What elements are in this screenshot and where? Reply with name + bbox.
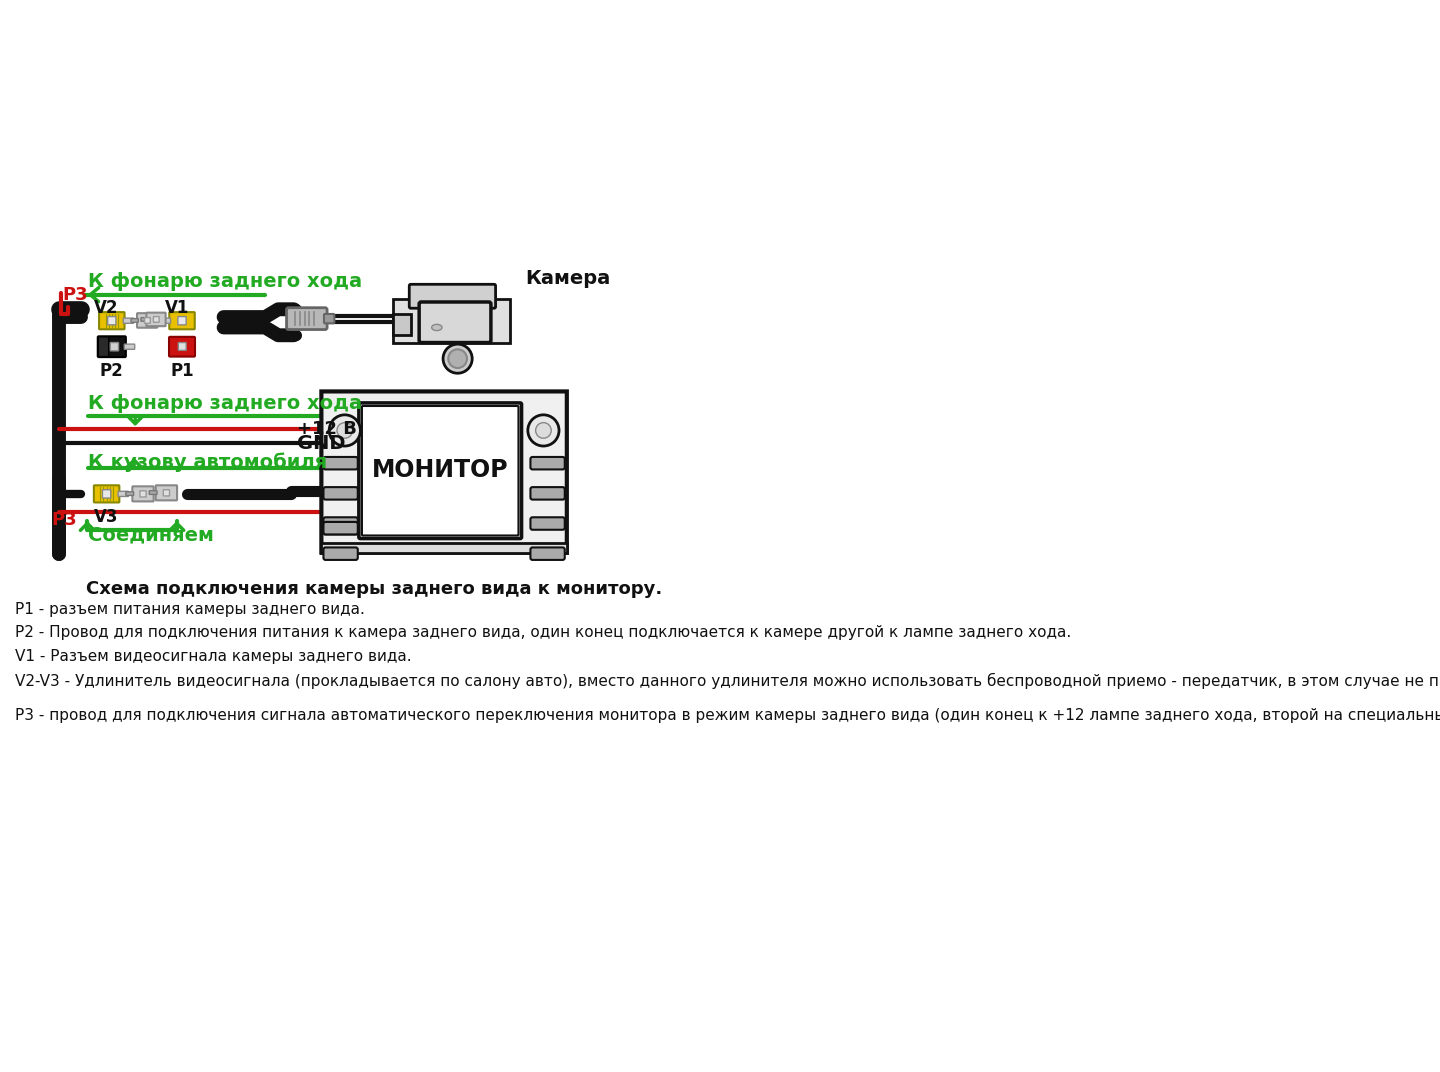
FancyBboxPatch shape [147, 313, 166, 326]
FancyBboxPatch shape [140, 491, 145, 497]
Polygon shape [393, 299, 510, 343]
FancyBboxPatch shape [125, 492, 134, 495]
Ellipse shape [432, 325, 442, 330]
FancyBboxPatch shape [359, 403, 521, 538]
FancyBboxPatch shape [150, 491, 157, 494]
FancyBboxPatch shape [156, 486, 177, 501]
FancyBboxPatch shape [530, 518, 564, 530]
FancyBboxPatch shape [170, 312, 194, 329]
Circle shape [536, 422, 552, 438]
FancyBboxPatch shape [419, 302, 491, 343]
FancyBboxPatch shape [144, 317, 150, 324]
FancyBboxPatch shape [530, 548, 564, 560]
FancyBboxPatch shape [324, 487, 357, 500]
Circle shape [444, 344, 472, 373]
Text: P3: P3 [50, 510, 76, 528]
FancyBboxPatch shape [168, 337, 194, 357]
FancyBboxPatch shape [409, 284, 495, 309]
FancyBboxPatch shape [287, 308, 327, 329]
FancyBboxPatch shape [179, 316, 186, 325]
Text: P1: P1 [170, 362, 194, 381]
FancyBboxPatch shape [324, 518, 357, 530]
FancyBboxPatch shape [102, 490, 111, 498]
Bar [321, 544, 567, 553]
FancyBboxPatch shape [131, 318, 138, 323]
FancyBboxPatch shape [530, 457, 564, 470]
Text: P3: P3 [62, 286, 88, 303]
Text: К фонарю заднего хода: К фонарю заднего хода [88, 393, 363, 413]
Text: V2: V2 [95, 299, 120, 317]
FancyBboxPatch shape [530, 487, 564, 500]
FancyBboxPatch shape [321, 391, 567, 553]
FancyBboxPatch shape [99, 312, 124, 329]
Text: +12 В: +12 В [298, 420, 357, 437]
FancyBboxPatch shape [324, 457, 357, 470]
FancyBboxPatch shape [132, 487, 154, 502]
FancyBboxPatch shape [141, 317, 148, 322]
Text: Схема подключения камеры заднего вида к монитору.: Схема подключения камеры заднего вида к … [86, 580, 662, 598]
Text: GND: GND [298, 434, 346, 453]
Text: Камера: Камера [526, 269, 611, 287]
Text: V1: V1 [164, 299, 189, 317]
FancyBboxPatch shape [324, 522, 357, 535]
FancyBboxPatch shape [163, 490, 170, 496]
FancyBboxPatch shape [324, 548, 357, 560]
Text: К кузову автомобиля: К кузову автомобиля [88, 452, 328, 472]
FancyBboxPatch shape [179, 343, 186, 351]
Text: К фонарю заднего хода: К фонарю заднего хода [88, 272, 363, 291]
Circle shape [528, 415, 559, 446]
Text: Соединяем: Соединяем [88, 525, 215, 545]
FancyBboxPatch shape [98, 337, 125, 357]
FancyBboxPatch shape [118, 491, 128, 496]
FancyBboxPatch shape [124, 344, 135, 349]
FancyBboxPatch shape [154, 316, 160, 323]
FancyBboxPatch shape [111, 343, 118, 351]
Text: V1 - Разъем видеосигнала камеры заднего вида.: V1 - Разъем видеосигнала камеры заднего … [14, 650, 412, 665]
FancyBboxPatch shape [108, 316, 117, 325]
Text: МОНИТОР: МОНИТОР [372, 459, 508, 482]
FancyBboxPatch shape [124, 318, 134, 324]
Text: P1 - разъем питания камеры заднего вида.: P1 - разъем питания камеры заднего вида. [14, 601, 364, 616]
FancyBboxPatch shape [98, 337, 108, 357]
Text: V3: V3 [95, 508, 120, 526]
Text: Р3 - провод для подключения сигнала автоматического переключения монитора в режи: Р3 - провод для подключения сигнала авто… [14, 708, 1440, 723]
FancyBboxPatch shape [137, 313, 157, 328]
Polygon shape [393, 314, 410, 336]
FancyBboxPatch shape [324, 522, 357, 535]
Text: V2-V3 - Удлинитель видеосигнала (прокладывается по салону авто), вместо данного : V2-V3 - Удлинитель видеосигнала (проклад… [14, 673, 1440, 689]
FancyBboxPatch shape [361, 406, 518, 536]
Circle shape [448, 349, 467, 368]
Text: P2: P2 [99, 362, 124, 381]
FancyBboxPatch shape [324, 314, 334, 324]
Circle shape [330, 415, 360, 446]
Text: P2 - Провод для подключения питания к камера заднего вида, один конец подключает: P2 - Провод для подключения питания к ка… [14, 625, 1071, 640]
FancyBboxPatch shape [161, 318, 170, 324]
FancyBboxPatch shape [94, 486, 120, 503]
Circle shape [337, 422, 353, 438]
